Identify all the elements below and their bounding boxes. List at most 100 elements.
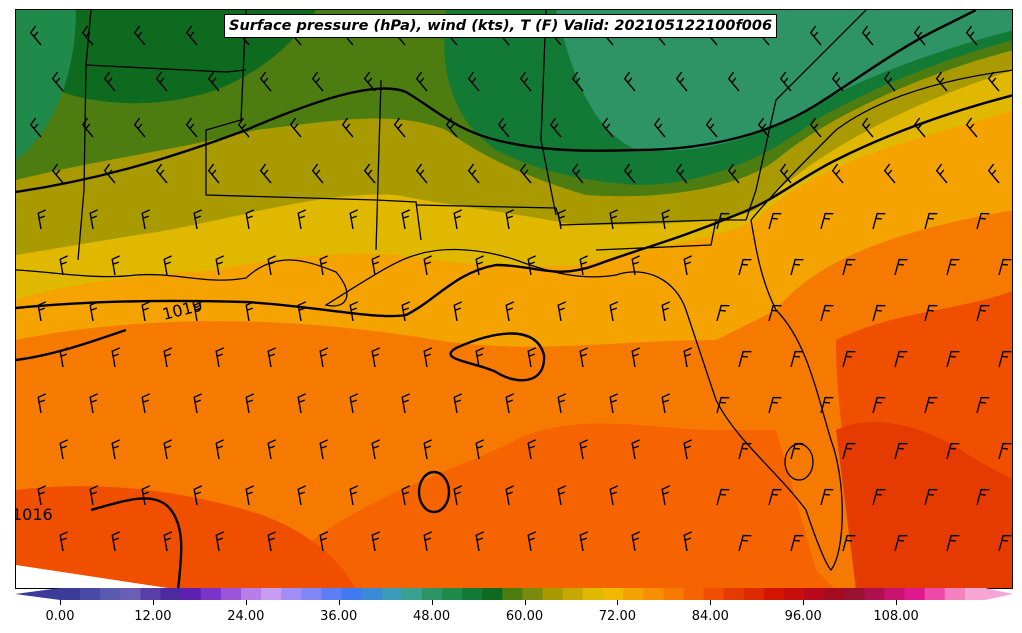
wind-barb [453, 301, 463, 322]
wind-barb [51, 71, 64, 92]
temp-band-nw-green [16, 10, 76, 160]
wind-barb [935, 71, 948, 92]
wind-barb [579, 531, 589, 552]
wind-barb [349, 301, 359, 322]
wind-barb [349, 393, 359, 414]
wind-barb [37, 393, 47, 414]
colorbar-tick-mark [710, 600, 712, 605]
colorbar-swatch [743, 588, 765, 600]
temperature-colorbar [15, 588, 1013, 600]
wind-barb [757, 117, 770, 138]
colorbar-tick-mark [896, 600, 898, 605]
wind-barb [631, 347, 641, 368]
wind-barb [705, 117, 718, 138]
wind-barb [259, 71, 272, 92]
wind-barb [609, 393, 619, 414]
colorbar-swatch [381, 588, 403, 600]
wind-barb [267, 255, 277, 276]
temp-band-south [16, 486, 355, 588]
wind-barb [141, 209, 151, 230]
wind-barb [311, 163, 324, 184]
wind-barb [527, 255, 537, 276]
colorbar-swatch [261, 588, 282, 600]
colorbar-tick-label: 0.00 [45, 609, 75, 624]
wind-barb [519, 71, 532, 92]
colorbar-swatch [623, 588, 644, 600]
wind-barb [738, 534, 752, 552]
wind-barb [111, 439, 121, 460]
wind-barb [423, 531, 433, 552]
colorbar-swatch [281, 588, 302, 600]
wind-barb [207, 163, 220, 184]
wind-barb [237, 117, 250, 138]
colorbar-swatch [421, 588, 443, 600]
colorbar-swatch [140, 588, 162, 600]
wind-barb [861, 117, 874, 138]
wind-barb [415, 163, 428, 184]
wind-barb [683, 347, 693, 368]
wind-barb [401, 209, 411, 230]
wind-barb [401, 301, 411, 322]
wind-barb [103, 71, 116, 92]
wind-barb [557, 301, 567, 322]
wind-barb [946, 534, 960, 552]
colorbar-swatch [301, 588, 323, 600]
colorbar-swatch [602, 588, 624, 600]
wind-barb [924, 212, 938, 230]
wind-barb [738, 258, 752, 276]
wind-barb [609, 485, 619, 506]
wind-barb [768, 396, 782, 414]
wind-barb [363, 163, 376, 184]
wind-barb [965, 117, 978, 138]
wind-barb [527, 531, 537, 552]
wind-barb [579, 255, 589, 276]
map-panel: 1019 1016 [15, 9, 1013, 589]
wind-barb [872, 396, 886, 414]
colorbar-tick-label: 60.00 [505, 609, 544, 624]
wind-barb [946, 350, 960, 368]
wind-barb [81, 117, 94, 138]
wind-barb [207, 71, 220, 92]
wind-barb [89, 209, 99, 230]
colorbar-tick-label: 24.00 [227, 609, 265, 624]
colorbar-swatch [462, 588, 483, 600]
wind-barb [29, 25, 42, 46]
wind-barb [820, 212, 834, 230]
wind-barb [946, 442, 960, 460]
wind-barb [579, 439, 589, 460]
wind-barb [965, 25, 978, 46]
wind-barb [727, 71, 740, 92]
wind-barb [527, 439, 537, 460]
wind-barb [924, 488, 938, 506]
colorbar-swatch [783, 588, 805, 600]
wind-barb [820, 488, 834, 506]
colorbar-swatch [904, 588, 926, 600]
wind-barb [557, 209, 567, 230]
wind-barb [653, 117, 666, 138]
wind-barb [631, 531, 641, 552]
wind-barb [445, 117, 458, 138]
wind-barbs [29, 25, 1012, 552]
wind-barb [111, 531, 121, 552]
colorbar-swatch [160, 588, 182, 600]
wind-barb [297, 301, 307, 322]
wind-barb [683, 531, 693, 552]
wind-barb [768, 212, 782, 230]
wind-barb [215, 439, 225, 460]
wind-barb [623, 71, 636, 92]
colorbar-swatch [562, 588, 584, 600]
colorbar-tick-mark [431, 600, 433, 605]
wind-barb [297, 393, 307, 414]
colorbar-swatch [180, 588, 202, 600]
colorbar-swatch [582, 588, 604, 600]
wind-barb [505, 393, 515, 414]
colorbar-swatch [824, 588, 845, 600]
wind-barb [89, 301, 99, 322]
wind-barb [861, 25, 874, 46]
wind-barb [683, 255, 693, 276]
wind-barb [453, 485, 463, 506]
wind-barb [557, 393, 567, 414]
colorbar-tick-mark [617, 600, 619, 605]
wind-barb [842, 258, 856, 276]
colorbar-swatch [502, 588, 524, 600]
